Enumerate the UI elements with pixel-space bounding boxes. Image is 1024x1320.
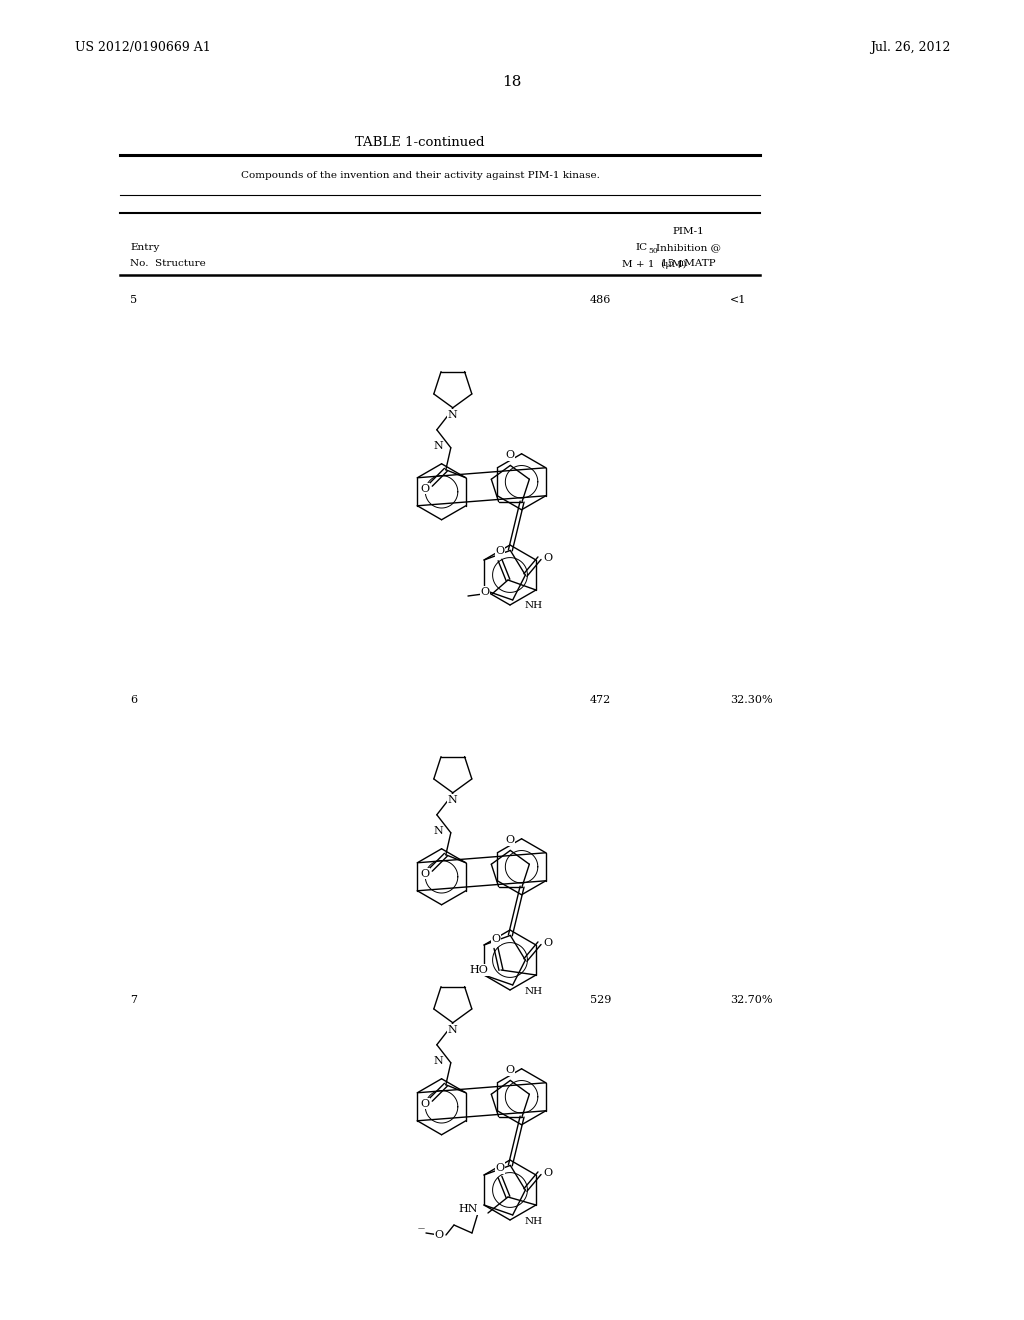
Text: <1: <1 [730,294,746,305]
Text: O: O [496,546,505,556]
Text: 32.30%: 32.30% [730,696,773,705]
Text: O: O [434,1230,443,1239]
Text: 529: 529 [590,995,611,1005]
Text: 6: 6 [130,696,137,705]
Text: 15 μMATP: 15 μMATP [660,260,716,268]
Text: O: O [420,869,429,879]
Text: —: — [418,1224,425,1232]
Text: 472: 472 [590,696,611,705]
Text: N: N [447,1024,458,1035]
Text: Inhibition @: Inhibition @ [655,243,721,252]
Text: NH: NH [524,986,543,995]
Text: 5: 5 [130,294,137,305]
Text: TABLE 1-continued: TABLE 1-continued [355,136,484,149]
Text: O: O [420,483,429,494]
Text: O: O [543,939,552,948]
Text: 18: 18 [503,75,521,88]
Text: N: N [433,441,442,450]
Text: O: O [492,935,501,944]
Text: NH: NH [524,1217,543,1225]
Text: No.  Structure: No. Structure [130,260,206,268]
Text: 486: 486 [590,294,611,305]
Text: N: N [433,826,442,836]
Text: 50: 50 [648,247,657,255]
Text: HO: HO [470,965,488,975]
Text: IC: IC [635,243,647,252]
Text: O: O [496,1163,505,1173]
Text: N: N [447,795,458,805]
Text: O: O [543,553,552,564]
Text: PIM-1: PIM-1 [672,227,703,236]
Text: O: O [506,450,515,461]
Text: O: O [480,587,489,597]
Text: M + 1  (μM): M + 1 (μM) [622,260,687,268]
Text: O: O [506,1065,515,1076]
Text: O: O [506,836,515,845]
Text: US 2012/0190669 A1: US 2012/0190669 A1 [75,41,211,54]
Text: HN: HN [459,1204,478,1214]
Text: 32.70%: 32.70% [730,995,772,1005]
Text: NH: NH [524,602,543,610]
Text: N: N [447,409,458,420]
Text: 7: 7 [130,995,137,1005]
Text: Compounds of the invention and their activity against PIM-1 kinase.: Compounds of the invention and their act… [241,172,599,181]
Text: O: O [420,1098,429,1109]
Text: Entry: Entry [130,243,160,252]
Text: Jul. 26, 2012: Jul. 26, 2012 [869,41,950,54]
Text: O: O [543,1168,552,1179]
Text: N: N [433,1056,442,1065]
